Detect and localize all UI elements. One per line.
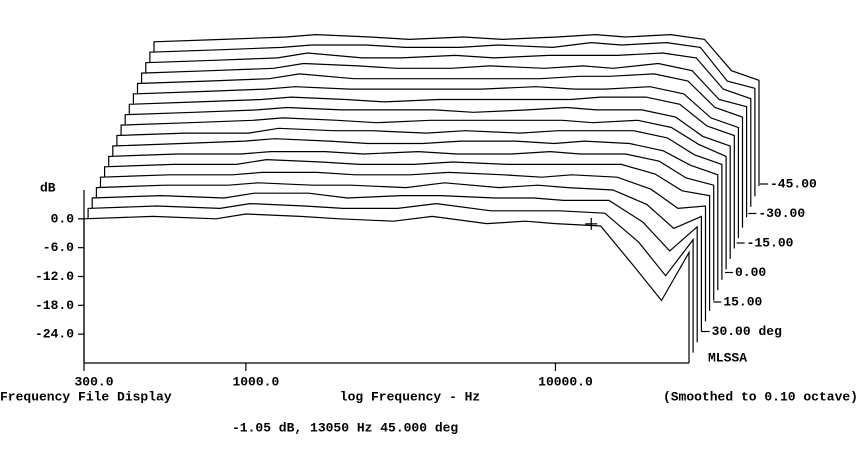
x-tick-label: 1000.0 <box>232 374 279 389</box>
cursor <box>585 217 598 230</box>
curve <box>99 171 707 322</box>
y-tick-label: -6.0 <box>43 240 74 255</box>
curve <box>145 52 752 207</box>
curve <box>120 117 727 270</box>
footer-right: (Smoothed to 0.10 octave) <box>663 389 858 404</box>
y-tick-label: -24.0 <box>35 327 74 342</box>
curve <box>141 62 748 218</box>
y-tick-label: -12.0 <box>35 269 74 284</box>
curve <box>112 138 719 291</box>
z-tick-label: 30.00 deg <box>712 324 782 339</box>
curve <box>149 41 756 197</box>
curve <box>83 213 690 363</box>
z-tick-label: -45.00 <box>770 176 817 191</box>
curve <box>116 127 723 280</box>
brand: MLSSA <box>708 350 747 365</box>
curve-fill <box>84 214 689 363</box>
curve <box>103 158 711 311</box>
x-tick-label: 10000.0 <box>538 374 593 389</box>
readout: -1.05 dB, 13050 Hz 45.000 deg <box>232 420 458 435</box>
x-tick-label: 300.0 <box>74 374 113 389</box>
y-tick-label: 0.0 <box>51 211 75 226</box>
y-tick-label: -18.0 <box>35 298 74 313</box>
z-tick-label: -30.00 <box>758 206 805 221</box>
curve <box>87 202 694 353</box>
curve <box>132 86 740 239</box>
x-axis-title: log Frequency - Hz <box>340 389 480 404</box>
z-tick-label: 0.00 <box>735 265 766 280</box>
curve <box>124 106 731 259</box>
z-tick-label: 15.00 <box>723 294 762 309</box>
curve <box>108 150 715 301</box>
footer-left: Frequency File Display <box>0 389 172 404</box>
z-tick-label: -15.00 <box>747 235 794 250</box>
curve <box>136 73 744 228</box>
y-axis-title: dB <box>40 180 56 195</box>
curve <box>128 96 735 249</box>
curve <box>95 182 703 332</box>
curve <box>91 192 698 343</box>
curve <box>153 33 760 186</box>
